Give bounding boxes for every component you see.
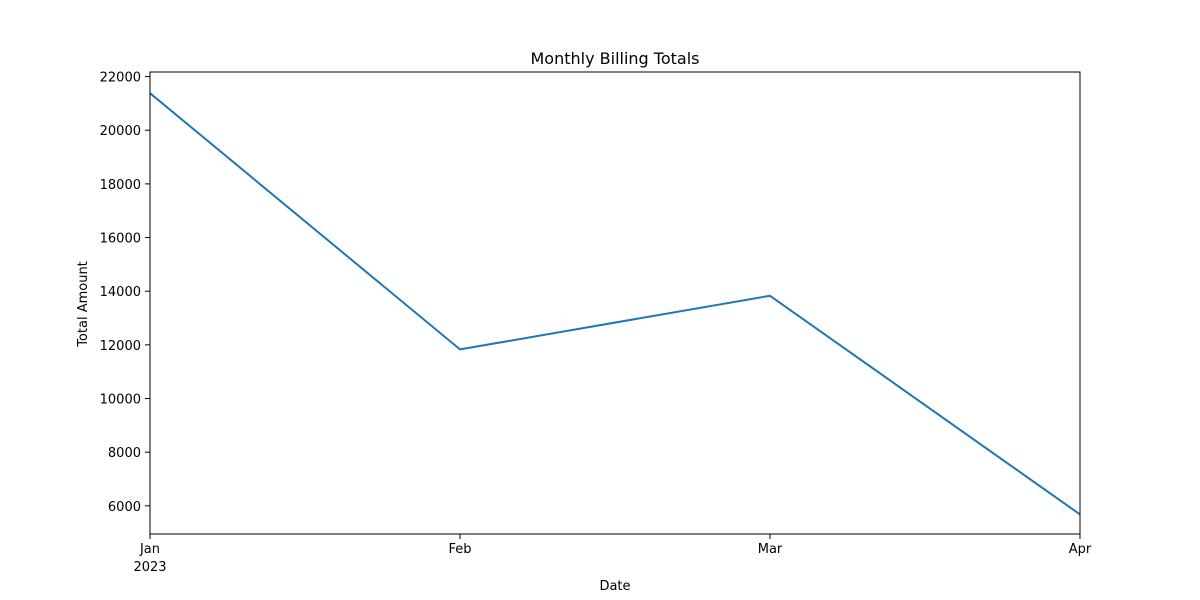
y-axis-label: Total Amount [76,261,91,348]
x-tick-label: Apr [1069,542,1092,557]
series-line [149,92,1081,516]
y-axis: 6000 8000 10000 12000 14000 16000 18000 20000 22… [100,71,150,515]
y-tick-label: 22000 [100,71,141,86]
y-tick-label: 18000 [100,178,141,193]
series-group [149,92,1081,516]
x-axis: Jan Feb Mar Apr 2023 [133,534,1092,575]
y-tick-label: 8000 [108,446,141,461]
chart-title: Monthly Billing Totals [531,49,700,68]
x-tick-label: Feb [448,542,471,557]
y-tick-label: 10000 [100,393,141,408]
y-tick-label: 16000 [100,232,141,247]
y-tick-label: 6000 [108,500,141,515]
y-tick-label: 20000 [100,124,141,139]
plot-frame [149,71,1081,535]
x-axis-label: Date [599,579,630,594]
x-tick-label: Mar [758,542,783,557]
y-tick-label: 12000 [100,339,141,354]
x-year-label: 2023 [133,560,166,575]
x-tick-label: Jan [139,542,160,557]
y-tick-label: 14000 [100,285,141,300]
